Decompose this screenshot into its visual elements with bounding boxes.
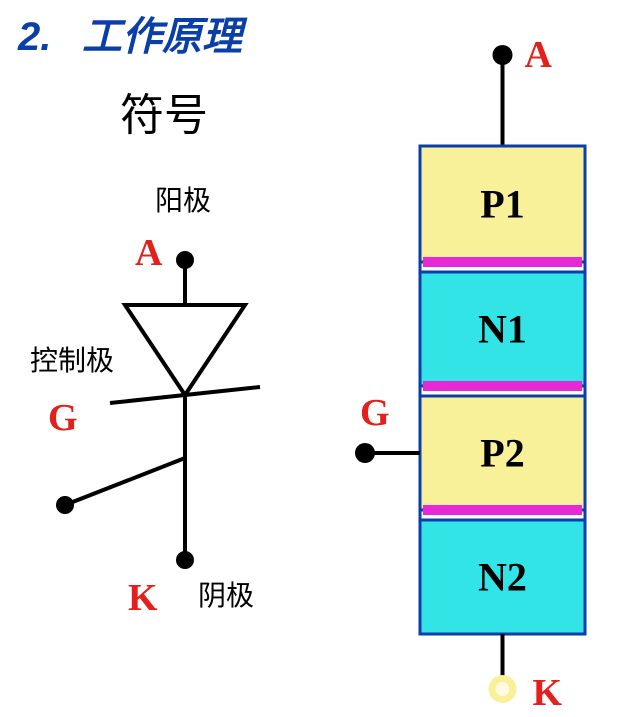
control-label: 控制极: [30, 345, 114, 377]
symbol-k-label: K: [128, 577, 158, 619]
junction-1: [423, 381, 582, 391]
symbol-cathode-dot: [176, 551, 194, 569]
symbol-heading: 符号: [120, 91, 208, 140]
symbol-gate-dot: [56, 496, 74, 514]
layer-label-p1: P1: [480, 182, 524, 227]
layer-label-n2: N2: [478, 555, 527, 600]
struct-anode-dot: [493, 45, 513, 65]
struct-g-label: G: [360, 392, 390, 434]
anode-label: 阳极: [155, 185, 211, 217]
struct-k-label: K: [533, 672, 563, 714]
layer-label-p2: P2: [480, 431, 524, 476]
header-number: 2.: [17, 15, 51, 59]
layer-label-n1: N1: [478, 307, 527, 352]
struct-a-label: A: [525, 34, 553, 76]
symbol-g-label: G: [48, 397, 78, 439]
struct-cathode-dot: [496, 682, 510, 696]
struct-gate-dot: [355, 443, 375, 463]
junction-0: [423, 257, 582, 267]
header-title: 工作原理: [82, 15, 248, 59]
junction-2: [423, 505, 582, 515]
symbol-a-label: A: [135, 232, 163, 274]
cathode-label: 阴极: [198, 580, 254, 612]
